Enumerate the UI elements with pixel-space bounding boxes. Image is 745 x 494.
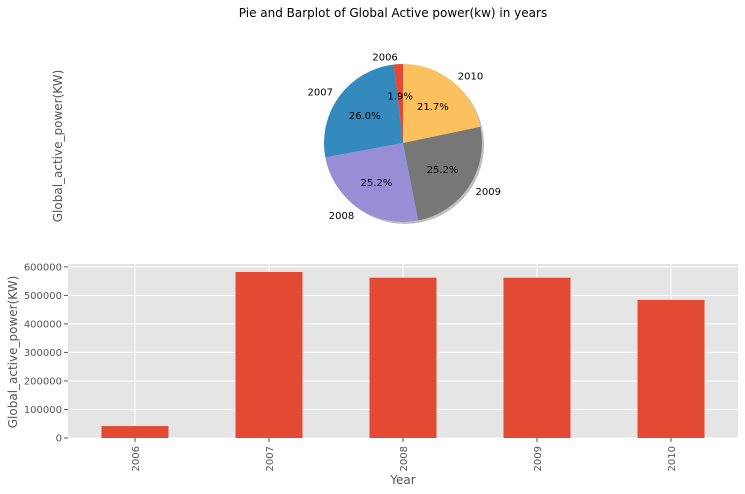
pie-pct-2010: 21.7% (417, 102, 449, 113)
pie-pct-2008: 25.2% (361, 178, 393, 189)
pie-ylabel: Global_active_power(KW) (51, 70, 65, 223)
bar-ytick-label: 200000 (24, 376, 62, 387)
bar-xtick-label: 2006 (131, 446, 142, 471)
bar-chart: 0 100000 200000 300000 400000 500000 600000 20… (6, 262, 738, 487)
bar-ytick-label: 0 (56, 434, 62, 445)
bar-x-ticks: 2006 2007 2008 2009 2010 (131, 438, 678, 471)
pie-label-2009: 2009 (476, 187, 501, 198)
bar-y-ticks: 0 100000 200000 300000 400000 500000 600000 (24, 262, 68, 445)
pie-pct-2009: 25.2% (427, 165, 459, 176)
pie-slice-2010 (403, 63, 481, 143)
pie-slice-2007 (324, 64, 403, 158)
bar-xlabel: Year (389, 473, 415, 487)
bar-2010 (637, 299, 705, 438)
pie-slice-2006 (393, 64, 403, 143)
pie-slice-2009 (403, 126, 482, 221)
pie-label-2006: 2006 (372, 52, 397, 63)
bar-series (101, 272, 705, 438)
bar-ytick-label: 400000 (24, 319, 62, 330)
bar-ylabel: Global_active_power(KW) (6, 276, 20, 429)
bar-2009 (503, 277, 571, 438)
figure-title: Pie and Barplot of Global Active power(k… (239, 6, 547, 20)
bar-xtick-label: 2010 (667, 446, 678, 471)
pie-chart: Global_active_power(KW) 2006 1.9% 2007 26.0… (51, 52, 501, 224)
pie-pct-2007: 26.0% (349, 111, 381, 122)
bar-xtick-label: 2007 (265, 446, 276, 471)
bar-ytick-label: 500000 (24, 291, 62, 302)
bar-2007 (235, 272, 303, 438)
bar-ytick-label: 300000 (24, 348, 62, 359)
bar-xtick-label: 2008 (399, 446, 410, 471)
bar-2008 (369, 277, 437, 438)
bar-xtick-label: 2009 (533, 446, 544, 471)
bar-ytick-label: 600000 (24, 262, 62, 273)
pie-pct-2006: 1.9% (387, 92, 412, 103)
pie-label-2010: 2010 (458, 72, 483, 83)
pie-slice-2008 (325, 143, 419, 223)
bar-ytick-label: 100000 (24, 405, 62, 416)
pie-label-2007: 2007 (308, 88, 333, 99)
bar-2006 (101, 426, 169, 438)
pie-label-2008: 2008 (329, 211, 354, 222)
